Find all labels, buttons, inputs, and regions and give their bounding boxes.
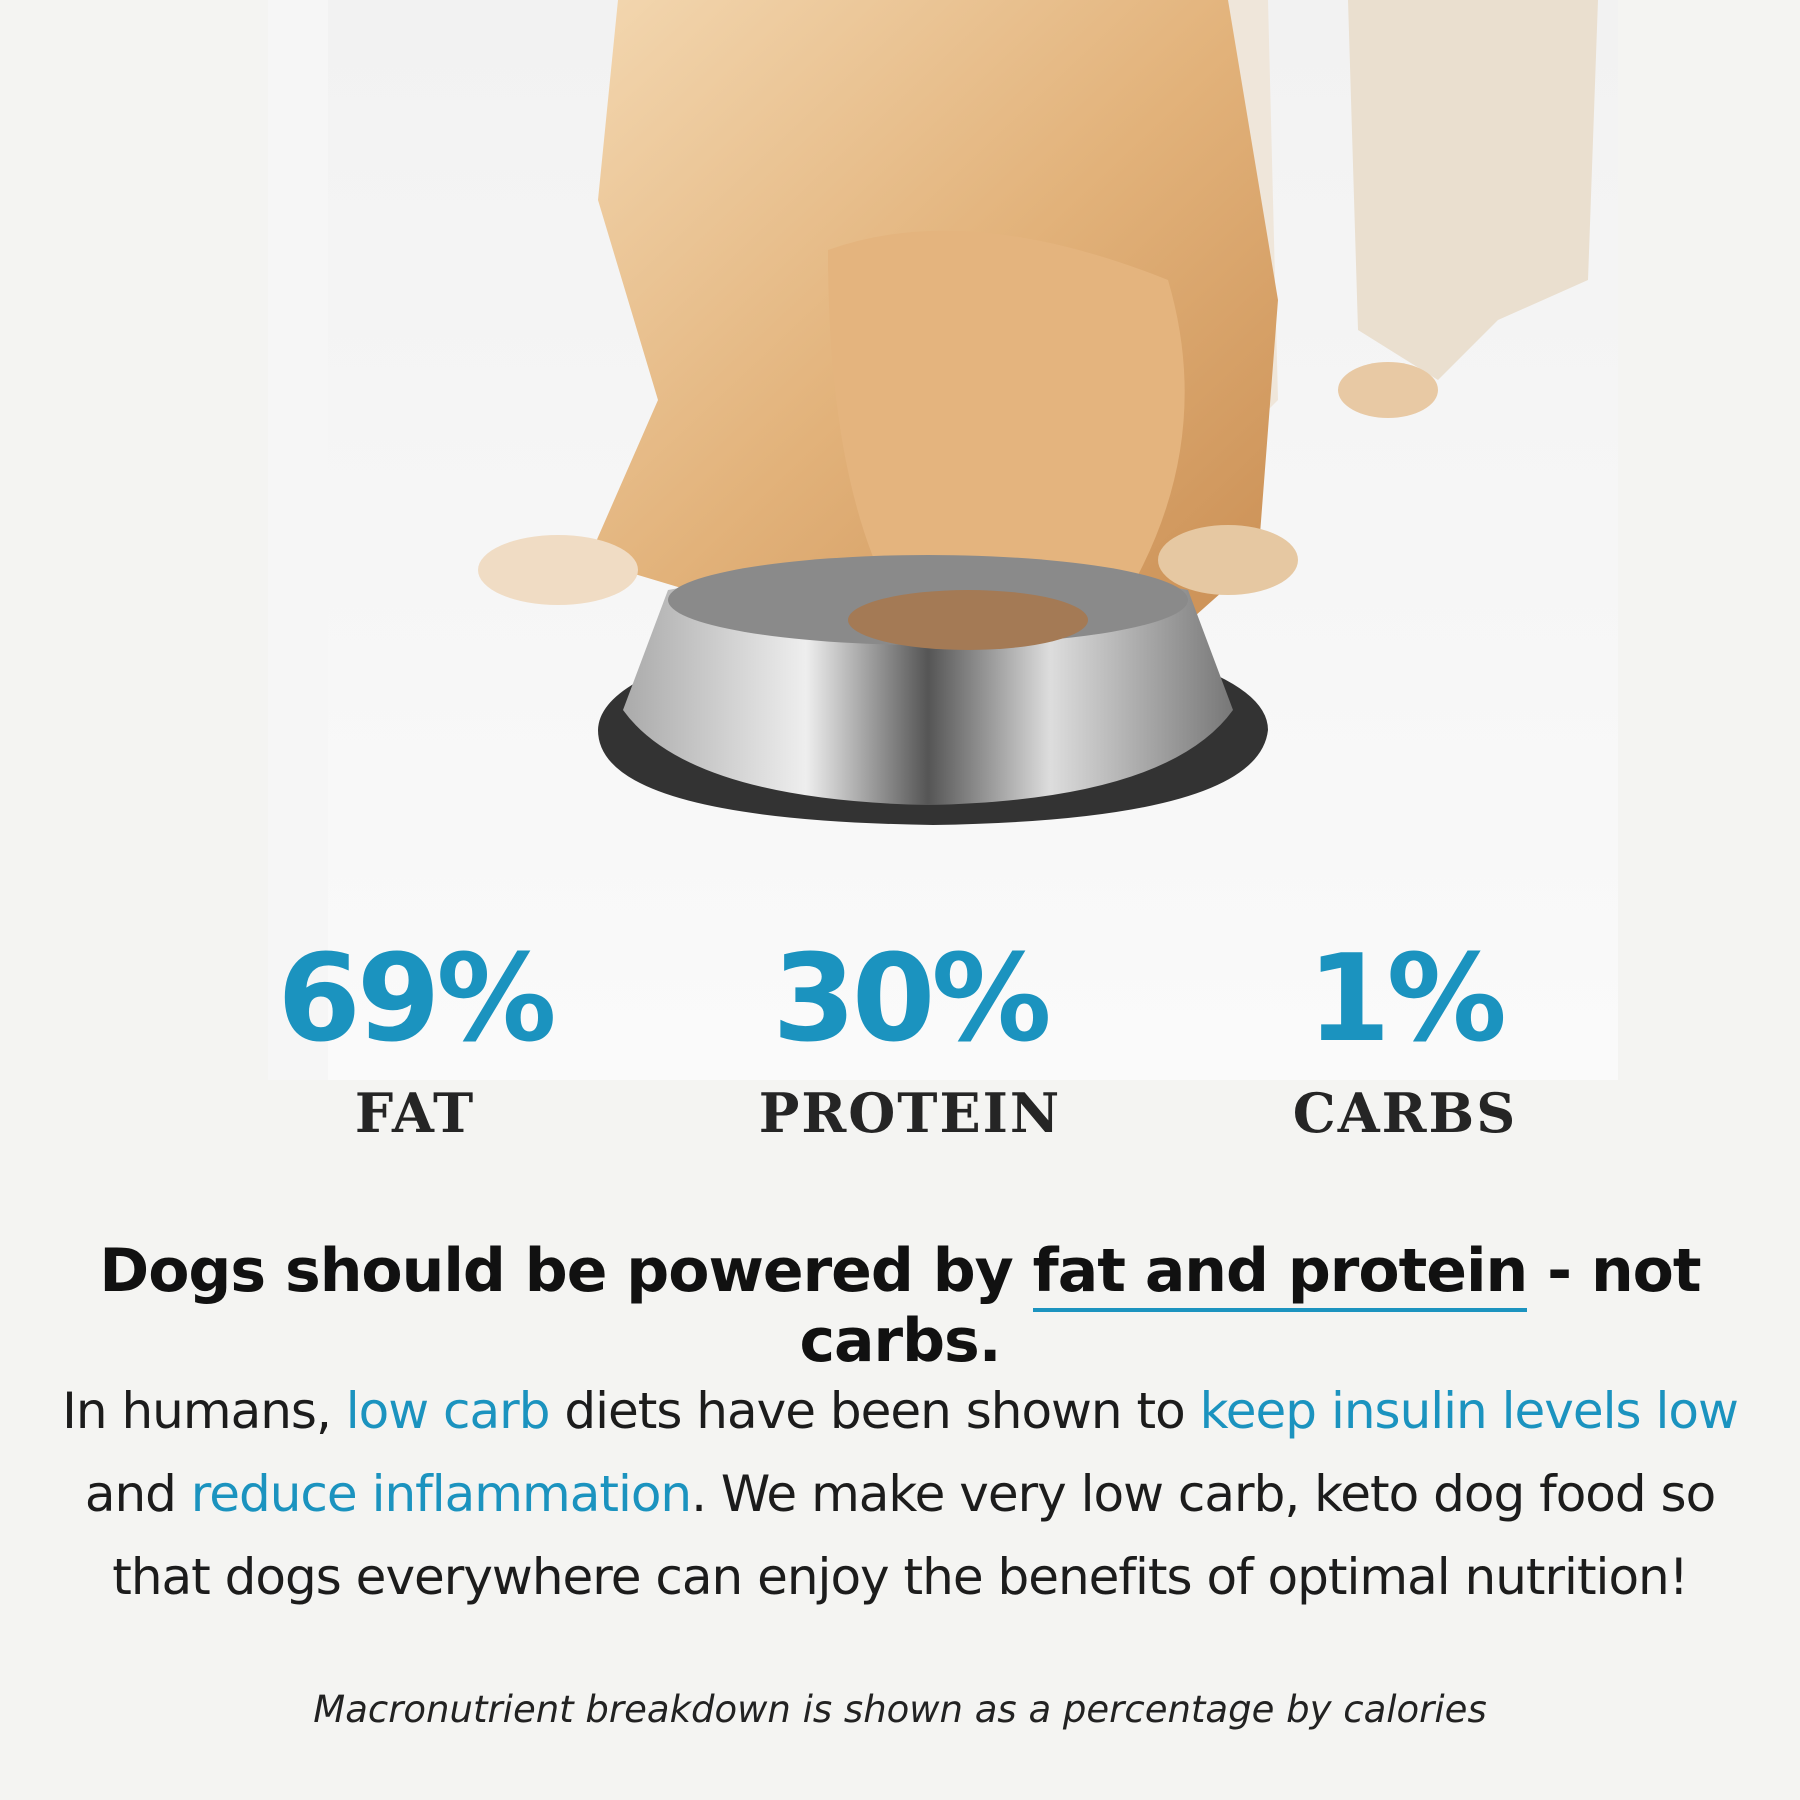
stat-label: FAT <box>354 1081 476 1145</box>
text: . We make very low carb, keto dog food s… <box>112 1465 1716 1606</box>
stat-value: 1% <box>1307 930 1507 1069</box>
text: diets have been shown to <box>549 1382 1200 1440</box>
stat-protein: 30% PROTEIN <box>700 930 1120 1148</box>
headline-underlined: fat and protein <box>1032 1236 1528 1312</box>
stat-label: CARBS <box>1292 1081 1518 1145</box>
text: In humans, <box>62 1382 346 1440</box>
stat-value: 69% <box>277 930 556 1069</box>
highlight-text: reduce inflammation <box>190 1465 692 1523</box>
stat-fat: 69% FAT <box>205 930 625 1148</box>
dog-photo <box>268 0 1618 1080</box>
highlight-text: low carb <box>345 1382 551 1440</box>
footnote: Macronutrient breakdown is shown as a pe… <box>313 1688 1487 1731</box>
highlight-text: keep insulin levels low <box>1199 1382 1739 1440</box>
description-paragraph: In humans, low carb diets have been show… <box>40 1370 1760 1619</box>
stat-carbs: 1% CARBS <box>1195 930 1615 1148</box>
text: and <box>84 1465 191 1523</box>
stat-value: 30% <box>772 930 1051 1069</box>
headline-text: Dogs should be powered by <box>99 1236 1033 1306</box>
headline: Dogs should be powered by fat and protei… <box>0 1236 1800 1376</box>
stat-label: PROTEIN <box>758 1081 1062 1145</box>
headline-text-end: - not carbs. <box>799 1236 1701 1376</box>
